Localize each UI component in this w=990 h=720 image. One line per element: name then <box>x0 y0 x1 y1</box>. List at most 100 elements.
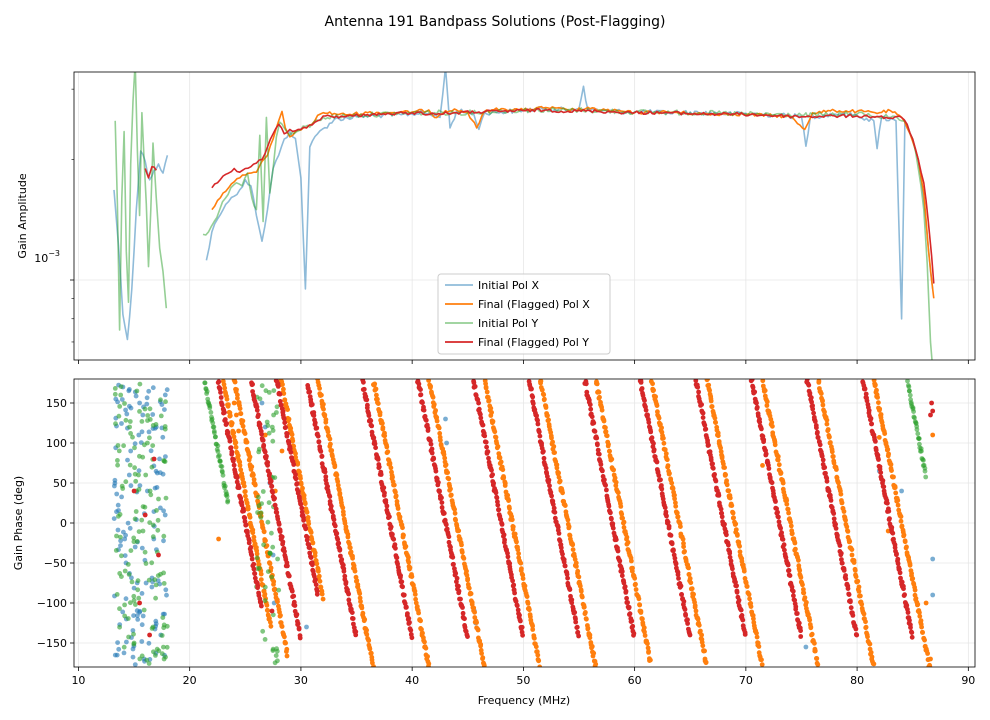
phase-point <box>484 389 490 395</box>
phase-point <box>901 532 907 538</box>
phase-point <box>638 610 644 615</box>
phase-point <box>294 481 300 486</box>
phase-point <box>371 664 376 667</box>
phase-point <box>351 621 356 627</box>
phase-point <box>772 442 778 448</box>
phase-point <box>158 413 164 419</box>
phase-point <box>257 396 263 402</box>
phase-point <box>254 407 260 413</box>
phase-point <box>663 509 669 515</box>
phase-point <box>659 483 664 488</box>
phase-point <box>490 472 495 477</box>
phase-point <box>418 387 423 392</box>
phase-point <box>554 465 560 471</box>
phase-point <box>224 494 230 499</box>
phase-point <box>278 613 283 618</box>
phase-point <box>581 604 587 610</box>
phase-point <box>310 540 316 546</box>
phase-point <box>126 572 132 577</box>
phase-point <box>461 556 467 561</box>
phase-point <box>809 631 815 637</box>
phase-point <box>247 514 253 520</box>
phase-point <box>887 516 892 521</box>
phase-point <box>744 584 750 589</box>
phase-point <box>562 563 568 569</box>
phase-point <box>242 489 248 494</box>
phase-point <box>915 602 921 607</box>
phase-point <box>234 387 239 392</box>
phase-point <box>642 398 647 403</box>
phase-point <box>919 448 924 454</box>
phase-point <box>810 406 816 412</box>
phase-point <box>822 465 828 470</box>
phase-point <box>374 392 379 398</box>
phase-point <box>122 401 127 406</box>
phase-point <box>228 445 234 451</box>
phase-point <box>811 410 816 416</box>
phase-point <box>375 396 380 402</box>
phase-point <box>286 573 292 579</box>
phase-point <box>886 451 891 457</box>
phase-point <box>150 522 156 528</box>
phase-point <box>812 419 818 424</box>
phase-point <box>231 457 237 462</box>
phase-point <box>890 530 896 536</box>
phase-point <box>465 634 470 639</box>
phase-point <box>843 517 848 523</box>
phase-point <box>588 406 594 412</box>
phase-point <box>304 624 309 630</box>
phase-point <box>373 445 378 451</box>
phase-point <box>624 534 630 540</box>
phase-point <box>340 505 346 511</box>
phase-point <box>459 542 464 548</box>
phase-point <box>117 624 122 630</box>
phase-point <box>361 386 367 392</box>
phase-point <box>116 646 122 652</box>
phase-ytick-label: 50 <box>53 477 67 490</box>
phase-point <box>576 633 581 639</box>
phase-point <box>274 404 280 410</box>
phase-point <box>123 596 129 602</box>
phase-point <box>285 563 290 569</box>
phase-point <box>115 443 121 448</box>
phase-point <box>157 470 163 476</box>
phase-point <box>391 536 397 542</box>
phase-point <box>401 592 407 598</box>
phase-point <box>133 478 139 484</box>
phase-point <box>861 611 867 617</box>
phase-point <box>375 457 381 462</box>
phase-point <box>364 397 370 403</box>
phase-point <box>505 550 510 556</box>
phase-point <box>321 401 326 407</box>
phase-point <box>122 613 128 619</box>
amplitude-line-final-flagged-pol-y <box>144 108 935 284</box>
phase-xtick-label: 70 <box>739 674 753 687</box>
phase-point <box>260 628 266 634</box>
phase-point <box>497 455 503 461</box>
phase-point <box>378 472 384 477</box>
phase-point <box>112 652 118 658</box>
phase-point <box>260 437 266 443</box>
phase-point <box>120 609 126 615</box>
phase-point <box>268 565 274 571</box>
phase-point <box>347 545 353 551</box>
phase-point <box>659 425 664 431</box>
phase-point <box>874 387 879 393</box>
phase-point <box>297 635 303 641</box>
phase-point <box>156 552 161 558</box>
phase-point <box>136 487 142 492</box>
phase-point <box>434 415 440 420</box>
phase-point <box>147 520 153 525</box>
phase-point <box>274 646 279 652</box>
phase-point <box>314 425 320 431</box>
phase-point <box>488 405 494 411</box>
phase-point <box>406 616 412 621</box>
phase-point <box>829 449 835 455</box>
phase-point <box>863 391 869 397</box>
phase-point <box>706 382 712 388</box>
phase-point <box>502 537 507 543</box>
phase-point <box>511 582 517 588</box>
phase-point <box>275 658 280 664</box>
phase-point <box>676 576 681 581</box>
phase-point <box>909 630 915 635</box>
